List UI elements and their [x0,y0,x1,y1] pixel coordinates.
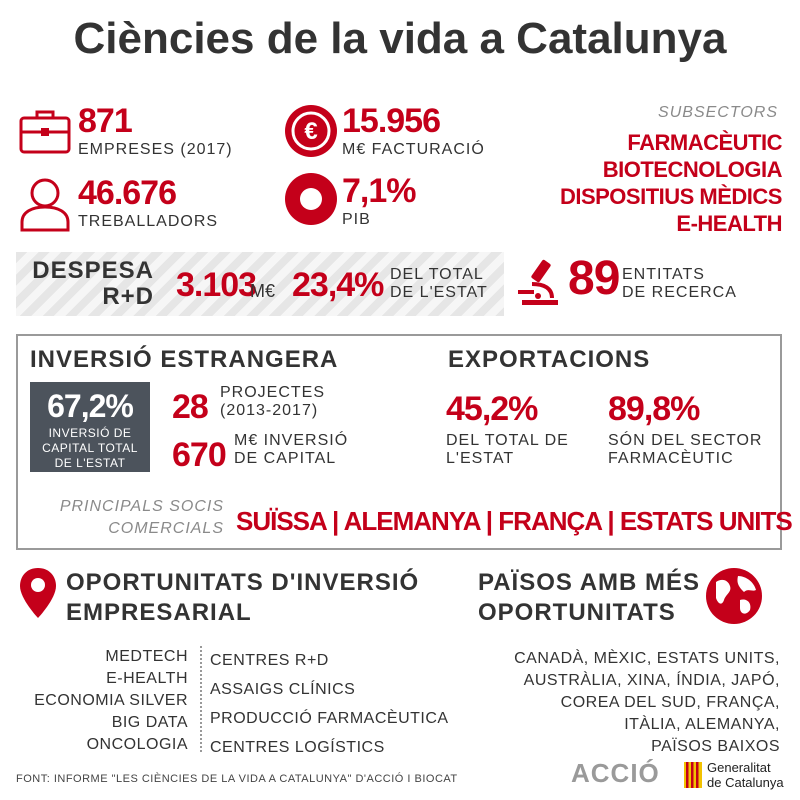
inversio-badge-line1: INVERSIÓ DE [48,426,132,440]
list-item: CENTRES LOGÍSTICS [210,739,385,756]
map-pin-icon [18,566,58,620]
inversio-heading: INVERSIÓ ESTRANGERA [30,346,339,373]
ring-chart-icon [284,172,338,226]
despesa-percent-desc: DEL TOTAL DE L'ESTAT [390,266,488,302]
person-icon [18,176,72,232]
exportacions-heading: EXPORTACIONS [448,346,651,373]
facturacio-label: M€ FACTURACIÓ [342,141,485,158]
projectes-line2: (2013-2017) [220,402,319,419]
empreses-value: 871 [78,102,133,140]
oportunitats-heading: OPORTUNITATS D'INVERSIÓ EMPRESARIAL [66,568,419,628]
oportunitats-left-list: MEDTECH E-HEALTH ECONOMIA SILVER BIG DAT… [20,646,188,756]
subsector-item: DISPOSITIUS MÈDICS [559,184,783,209]
exportacions-right-value: 89,8% [608,390,700,428]
despesa-percent-line1: DEL TOTAL [390,266,484,283]
list-item: AUSTRÀLIA, XINA, ÍNDIA, JAPÓ, [523,672,780,689]
subsector-item: BIOTECNOLOGIA [602,157,783,182]
subsector-item: FARMACÈUTIC [627,130,782,155]
exportacions-right-line1: SÓN DEL SECTOR [608,432,763,449]
exportacions-left-desc: DEL TOTAL DE L'ESTAT [446,432,569,468]
list-item: BIG DATA [111,714,188,731]
briefcase-icon [18,108,72,156]
projectes-value: 28 [172,388,209,426]
capital-line2: DE CAPITAL [234,450,337,467]
gencat-line2: de Catalunya [707,775,784,790]
treballadors-value: 46.676 [78,174,177,212]
entitats-value: 89 [568,252,620,305]
list-item: ASSAIGS CLÍNICS [210,681,356,698]
projectes-line1: PROJECTES [220,384,326,401]
euro-icon: € [284,104,338,158]
inversio-badge-value: 67,2% [47,388,134,424]
list-item: CANADÀ, MÈXIC, ESTATS UNITS, [514,650,780,667]
list-divider [200,646,202,752]
entitats-line2: DE RECERCA [622,284,737,301]
globe-icon [704,566,764,626]
gencat-logo-icon [684,762,702,788]
paisos-heading: PAÏSOS AMB MÉS OPORTUNITATS [478,568,700,628]
despesa-percent: 23,4% [292,266,384,304]
exportacions-left-line2: L'ESTAT [446,450,515,467]
pib-value: 7,1% [342,172,416,210]
despesa-label: DESPESA R+D [24,258,154,310]
list-item: ITÀLIA, ALEMANYA, [624,716,780,733]
facturacio-value: 15.956 [342,102,441,140]
list-item: ONCOLOGIA [86,736,188,753]
treballadors-label: TREBALLADORS [78,213,219,230]
socis-label-line2: COMERCIALS [108,520,224,537]
paisos-heading-line2: OPORTUNITATS [478,599,676,626]
despesa-label-line1: DESPESA [32,257,154,284]
oportunitats-heading-line1: OPORTUNITATS D'INVERSIÓ [66,569,420,596]
paisos-list: CANADÀ, MÈXIC, ESTATS UNITS, AUSTRÀLIA, … [470,648,780,758]
accio-logo: ACCIÓ [571,758,660,788]
exportacions-left-value: 45,2% [446,390,538,428]
capital-value: 670 [172,436,227,474]
list-item: CENTRES R+D [210,652,329,669]
inversio-badge-line3: DE L'ESTAT [54,456,126,470]
inversio-badge-line2: CAPITAL TOTAL [42,441,138,455]
exportacions-left-line1: DEL TOTAL DE [446,432,569,449]
pib-label: PIB [342,211,371,228]
exportacions-right-desc: SÓN DEL SECTOR FARMACÈUTIC [608,432,762,468]
projectes-desc: PROJECTES (2013-2017) [220,384,325,420]
subsectors-label: SUBSECTORS [658,104,778,121]
source-footnote: FONT: INFORME "LES CIÈNCIES DE LA VIDA A… [16,773,458,785]
entitats-desc: ENTITATS DE RECERCA [622,266,737,302]
list-item: COREA DEL SUD, FRANÇA, [560,694,780,711]
despesa-amount-unit: M€ [250,281,276,301]
microscope-icon [514,256,564,308]
subsector-item: E-HEALTH [676,211,782,236]
exportacions-right-line2: FARMACÈUTIC [608,450,734,467]
list-item: PAÏSOS BAIXOS [651,738,780,755]
despesa-background [16,252,504,316]
despesa-percent-line2: DE L'ESTAT [390,284,488,301]
gencat-line1: Generalitat [707,760,771,775]
investment-exports-panel [16,334,782,550]
entitats-line1: ENTITATS [622,266,705,283]
svg-text:€: € [304,118,317,145]
despesa-amount: 3.103 [176,266,257,304]
despesa-label-line2: R+D [102,283,154,310]
socis-label-line1: PRINCIPALS SOCIS [59,498,224,515]
list-item: E-HEALTH [106,670,188,687]
paisos-heading-line1: PAÏSOS AMB MÉS [478,569,701,596]
list-item: PRODUCCIÓ FARMACÈUTICA [210,710,449,727]
socis-label: PRINCIPALS SOCIS COMERCIALS [34,496,224,540]
inversio-badge: 67,2% INVERSIÓ DE CAPITAL TOTAL DE L'EST… [30,382,150,472]
oportunitats-heading-line2: EMPRESARIAL [66,599,252,626]
list-item: ECONOMIA SILVER [34,692,188,709]
capital-line1: M€ INVERSIÓ [234,432,349,449]
page-title: Ciències de la vida a Catalunya [73,14,727,63]
capital-desc: M€ INVERSIÓ DE CAPITAL [234,432,348,468]
socis-countries: SUÏSSA | ALEMANYA | FRANÇA | ESTATS UNIT… [236,506,793,536]
list-item: MEDTECH [105,648,188,665]
oportunitats-right-list: CENTRES R+D ASSAIGS CLÍNICS PRODUCCIÓ FA… [210,646,449,762]
empreses-label: EMPRESES (2017) [78,141,233,158]
gencat-logo: Generalitat de Catalunya [707,760,784,790]
